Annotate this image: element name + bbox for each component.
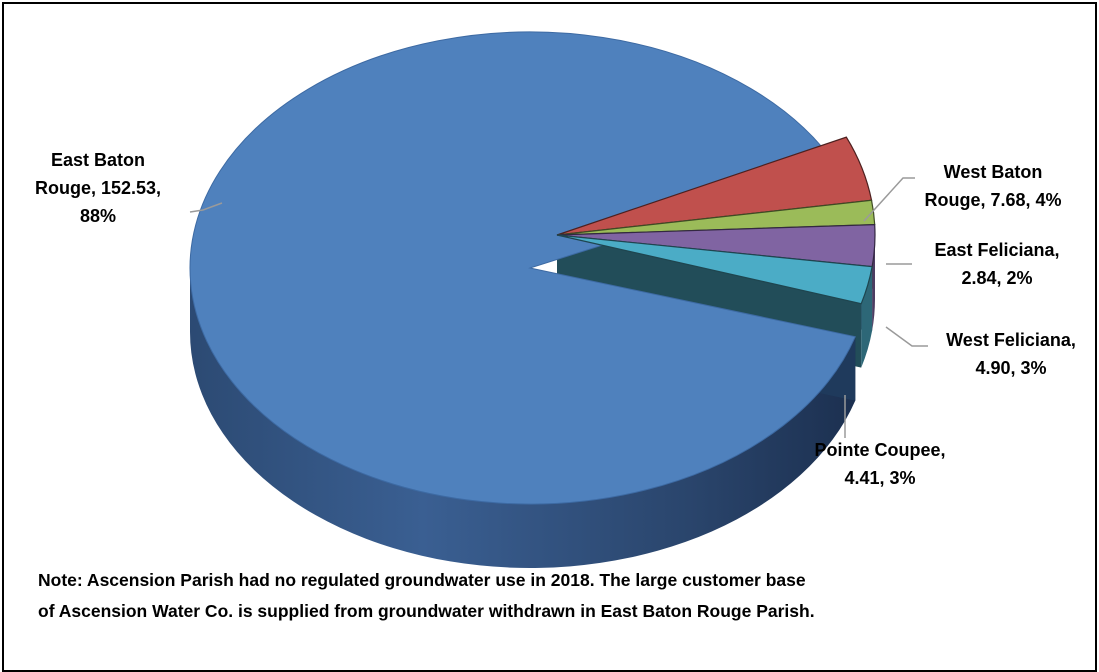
- leader-west-feliciana: [885, 326, 928, 347]
- note-line-2: of Ascension Water Co. is supplied from …: [38, 601, 815, 621]
- leader-west-baton-rouge: [863, 177, 915, 222]
- leader-east-baton-rouge: [189, 202, 223, 213]
- pie-top-layer: [189, 31, 876, 505]
- chart-note: Note: Ascension Parish had no regulated …: [38, 565, 1078, 627]
- label-east-feliciana: East Feliciana, 2.84, 2%: [934, 240, 1060, 288]
- note-line-1: Note: Ascension Parish had no regulated …: [38, 570, 806, 590]
- slice-side-west-feliciana: [872, 235, 875, 331]
- slice-side-east-baton-rouge: [190, 268, 856, 569]
- pie-chart: [189, 31, 928, 569]
- slice-pointe-coupee: [556, 234, 873, 305]
- leader-lines: [189, 177, 928, 438]
- label-east-baton-rouge: East Baton Rouge, 152.53, 88%: [34, 150, 162, 226]
- slice-east-baton-rouge: [189, 31, 856, 505]
- label-west-baton-rouge: West Baton Rouge, 7.68, 4%: [924, 162, 1062, 210]
- label-pointe-coupee: Pointe Coupee, 4.41, 3%: [814, 440, 946, 488]
- slice-side-pointe-coupee: [861, 266, 873, 368]
- label-west-feliciana: West Feliciana, 4.90, 3%: [946, 330, 1076, 378]
